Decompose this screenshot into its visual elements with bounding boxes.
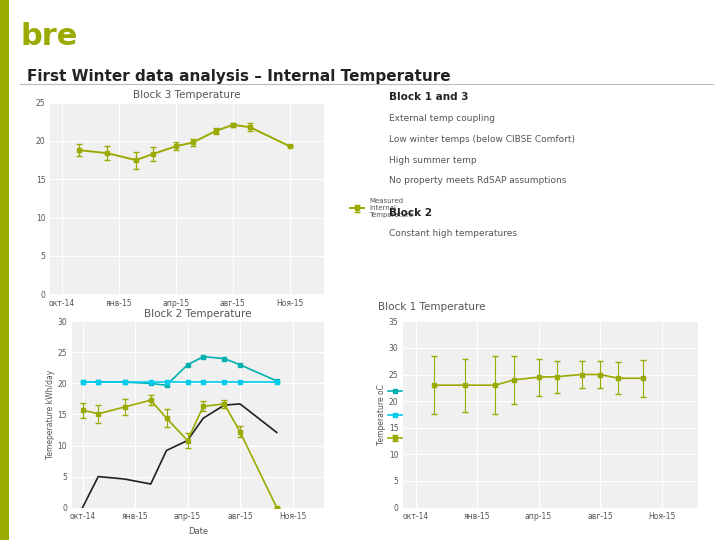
Legend: Measured
Internal
Temperature: Measured Internal Temperature [347,195,416,221]
Line: RdSAP Assumed
Internal
Temperature: RdSAP Assumed Internal Temperature [81,380,279,384]
RdSAP Assumed
Internal
Temperature [120,379,129,386]
Post Insulation
Internal
Temperature [78,379,87,386]
RdSAP Assumed
Internal
Temperature [235,379,244,386]
RdSAP Assumed
Internal
Temperature [78,379,87,386]
Text: High summer temp: High summer temp [389,156,477,165]
Text: Block 1 and 3: Block 1 and 3 [389,92,468,102]
Y-axis label: Temperature oC: Temperature oC [377,384,386,445]
Text: External temp coupling: External temp coupling [389,114,495,124]
RdSAP Assumed
Internal
Temperature [183,379,192,386]
Line: Post Insulation
Internal
Temperature: Post Insulation Internal Temperature [81,355,279,387]
RdSAP Assumed
Internal
Temperature [272,379,281,386]
Text: Block 2: Block 2 [389,208,432,218]
Post Insulation
Internal
Temperature [162,382,171,388]
Text: Low winter temps (below CIBSE Comfort): Low winter temps (below CIBSE Comfort) [389,135,575,144]
Post Insulation
Internal
Temperature [120,379,129,386]
Legend: Post Insulation
Internal
Temperature, RdSAP Assumed
Internal
Temperature, Pre In: Post Insulation Internal Temperature, Rd… [385,378,467,451]
Post Insulation
Internal
Temperature [94,379,102,386]
Post Insulation
Internal
Temperature [146,380,155,387]
Text: Constant high temperatures: Constant high temperatures [389,230,517,239]
Post Insulation
Internal
Temperature [183,362,192,368]
Text: bre: bre [20,22,78,51]
RdSAP Assumed
Internal
Temperature [146,379,155,386]
Post Insulation
Internal
Temperature [272,377,281,384]
Title: Block 2 Temperature: Block 2 Temperature [144,309,252,319]
Y-axis label: Temeperature kWh/day: Temeperature kWh/day [45,370,55,459]
RdSAP Assumed
Internal
Temperature [199,379,207,386]
Text: Block 1 Temperature: Block 1 Temperature [378,302,486,313]
Post Insulation
Internal
Temperature [199,354,207,360]
RdSAP Assumed
Internal
Temperature [94,379,102,386]
RdSAP Assumed
Internal
Temperature [220,379,228,386]
Title: Block 3 Temperature: Block 3 Temperature [133,90,241,100]
Post Insulation
Internal
Temperature [220,355,228,362]
Text: First Winter data analysis – Internal Temperature: First Winter data analysis – Internal Te… [27,69,451,84]
RdSAP Assumed
Internal
Temperature [162,379,171,386]
Post Insulation
Internal
Temperature [235,362,244,368]
Text: No property meets RdSAP assumptions: No property meets RdSAP assumptions [389,176,566,185]
X-axis label: Date: Date [188,527,208,536]
